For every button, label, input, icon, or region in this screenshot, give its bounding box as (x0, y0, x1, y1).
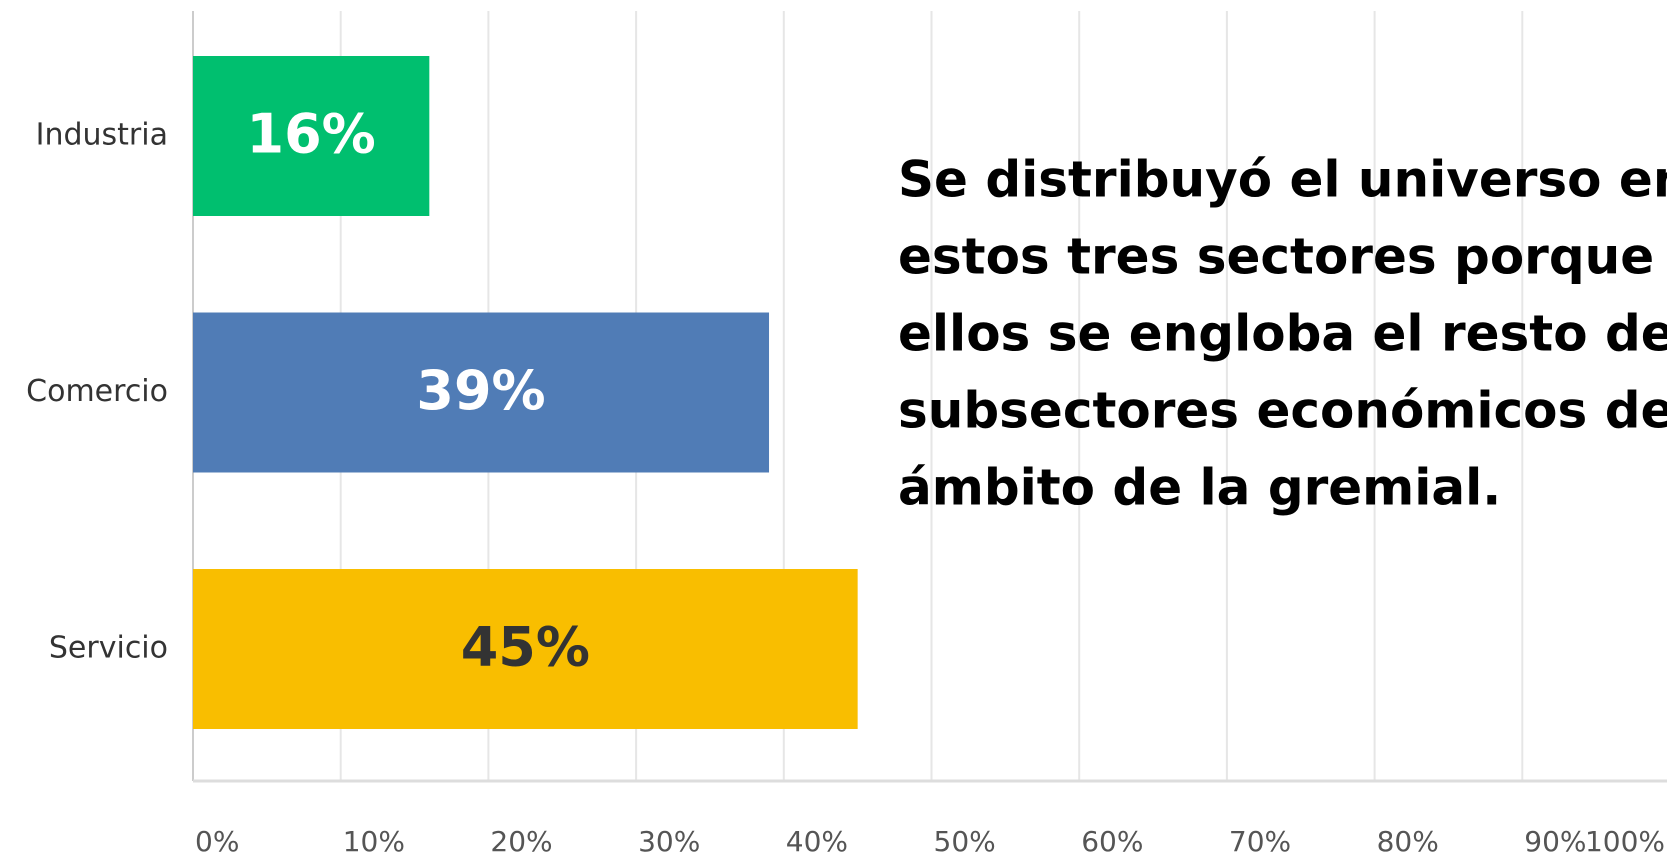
x-tick-label: 70% (1229, 825, 1291, 856)
annotation: estos tres sectores porque en (898, 228, 1667, 286)
x-tick-label: 20% (490, 825, 552, 856)
x-tick-label: 80% (1377, 825, 1439, 856)
x-tick-label: 0% (195, 825, 239, 856)
annotation: ámbito de la gremial. (898, 459, 1501, 517)
value-label: 39% (416, 359, 545, 422)
bar (193, 569, 858, 729)
x-tick-label: 50% (934, 825, 996, 856)
annotation: ellos se engloba el resto de (898, 305, 1667, 363)
value-label: 16% (247, 103, 376, 166)
annotation: subsectores económicos del (898, 382, 1667, 440)
annotation: Se distribuyó el universo en (898, 151, 1667, 209)
bar (193, 312, 770, 473)
value-label: 45% (461, 616, 590, 679)
x-tick-label: 10% (343, 825, 405, 856)
x-tick-label: 100% (1585, 825, 1665, 856)
category-label: Servicio (49, 631, 168, 666)
category-label: Industria (36, 118, 168, 153)
category-label: Comercio (26, 374, 168, 409)
x-tick-label: 60% (1081, 825, 1143, 856)
x-tick-label: 30% (638, 825, 700, 856)
x-tick-label: 90% (1524, 825, 1586, 856)
x-tick-label: 40% (786, 825, 848, 856)
bar (193, 56, 430, 216)
